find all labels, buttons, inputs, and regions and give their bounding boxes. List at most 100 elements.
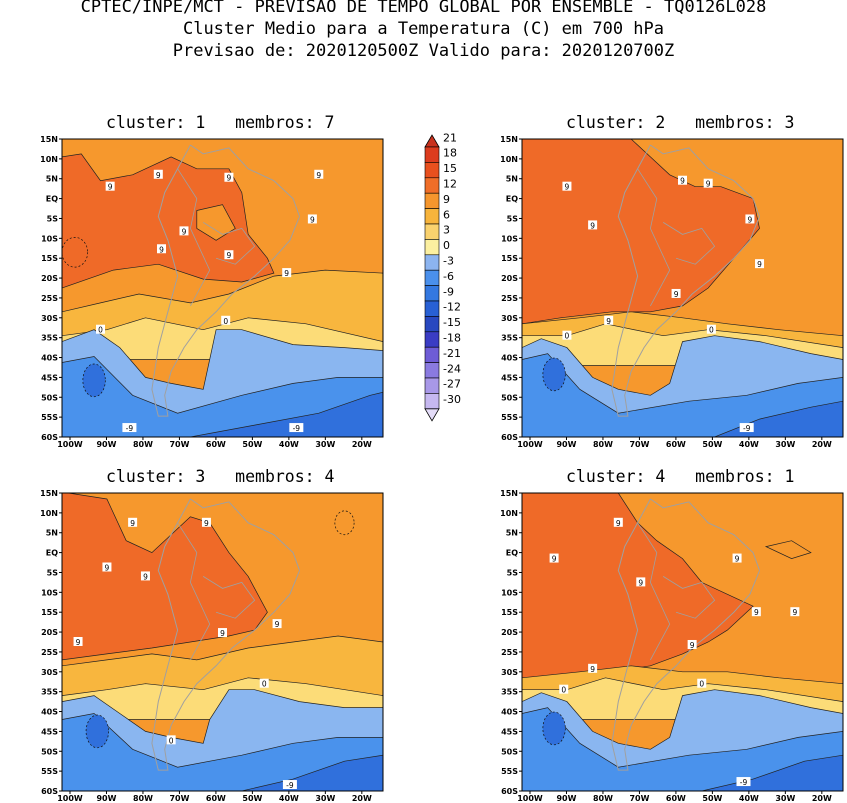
- lat-tick-label: 20S: [41, 274, 58, 283]
- colorbar-bottom-arrow: [424, 408, 440, 422]
- lat-tick-label: 10N: [500, 155, 518, 164]
- country-border: [202, 576, 256, 619]
- lon-tick-label: 30W: [775, 794, 795, 803]
- contour-label-box: [105, 181, 115, 191]
- lat-tick-label: 15N: [500, 135, 518, 144]
- contour-label: 9: [284, 269, 289, 278]
- contour-label: 0: [98, 326, 103, 335]
- contour-label-box: [562, 330, 572, 340]
- contour-label-box: [224, 250, 234, 260]
- lat-tick-label: 40S: [501, 354, 518, 363]
- contour-region: [542, 711, 566, 746]
- contour-label: -9: [286, 781, 294, 790]
- lat-tick-label: 60S: [501, 787, 518, 796]
- contour-label: 0: [169, 736, 174, 745]
- contour-label-box: [549, 553, 559, 563]
- colorbar-segment: [424, 362, 440, 379]
- colorbar: 21 18 15 12 9 6 3 0 -3 -6 -9 -12 -15 -18 -21 -24 -27 -30: [424, 131, 461, 422]
- lat-tick-label: 10N: [40, 509, 58, 518]
- contour-label-box: [282, 780, 297, 790]
- lon-tick-label: 100W: [57, 794, 83, 803]
- lat-tick-label: 15S: [501, 254, 518, 263]
- contour-label-box: [73, 637, 83, 646]
- country-border: [662, 576, 716, 619]
- contour-label: -9: [126, 424, 134, 433]
- temperature-field: [522, 139, 843, 437]
- colorbar-label: 21: [443, 131, 457, 144]
- lon-tick-label: 90W: [96, 440, 116, 449]
- contour-label: 9: [674, 290, 679, 299]
- country-border: [662, 222, 716, 265]
- lat-tick-label: 5N: [506, 529, 518, 538]
- contour-region: [522, 353, 843, 437]
- lon-tick-label: 60W: [206, 794, 226, 803]
- contour-label-box: [687, 639, 697, 649]
- lat-tick-label: 5S: [47, 214, 59, 223]
- contour-label: 0: [699, 680, 704, 689]
- contour-region: [764, 540, 812, 559]
- lon-tick-label: 70W: [629, 794, 649, 803]
- contour-label-box: [745, 214, 755, 224]
- contour-label: 9: [159, 245, 164, 254]
- colorbar-label: 6: [443, 208, 450, 221]
- lon-tick-label: 20W: [812, 794, 832, 803]
- colorbar-segment: [424, 285, 440, 302]
- lat-tick-label: 15S: [41, 254, 58, 263]
- contour-label-box: [122, 423, 137, 433]
- contour-label: 9: [275, 620, 280, 629]
- temperature-field: [62, 139, 383, 437]
- contour-label: 9: [130, 519, 135, 528]
- contour-label: 9: [227, 251, 232, 260]
- contour-label-box: [697, 678, 707, 688]
- colorbar-label: 0: [443, 239, 450, 252]
- lon-tick-label: 90W: [96, 794, 116, 803]
- lat-tick-label: 60S: [41, 787, 58, 796]
- contour-label: 9: [680, 177, 685, 186]
- colorbar-segment: [424, 300, 440, 317]
- lon-tick-label: 50W: [702, 794, 722, 803]
- colorbar-segment: [424, 208, 440, 225]
- lat-tick-label: 55S: [501, 767, 518, 776]
- lat-tick-label: 15N: [500, 489, 518, 498]
- lat-tick-label: 20S: [41, 628, 58, 637]
- colorbar-segment: [424, 223, 440, 240]
- contour-region: [62, 236, 89, 268]
- lon-tick-label: 40W: [279, 440, 299, 449]
- contour-label: 9: [310, 215, 315, 224]
- contour-label-box: [96, 324, 106, 334]
- contour-label-box: [102, 562, 112, 572]
- contour-label: 9: [108, 183, 113, 192]
- contour-label-box: [604, 315, 614, 325]
- colorbar-segment: [424, 177, 440, 194]
- lon-tick-label: 40W: [279, 794, 299, 803]
- colorbar-label: -21: [443, 347, 461, 360]
- contour-label: 9: [606, 317, 611, 326]
- contour-label-box: [157, 244, 167, 254]
- lat-tick-label: 35S: [41, 334, 58, 343]
- contour-label: 9: [76, 638, 81, 647]
- contour-region: [542, 357, 566, 392]
- lon-tick-label: 80W: [133, 794, 153, 803]
- country-border: [202, 222, 256, 265]
- lat-tick-label: 15S: [501, 608, 518, 617]
- figure-title-line-2: Cluster Medio para a Temperatura (C) em …: [182, 19, 665, 39]
- contour-label: 0: [561, 686, 566, 695]
- colorbar-label: -18: [443, 332, 461, 345]
- lat-tick-label: 30S: [501, 668, 518, 677]
- lon-tick-label: 20W: [352, 794, 372, 803]
- colorbar-segment: [424, 162, 440, 179]
- colorbar-segment: [424, 316, 440, 333]
- lat-tick-label: 10S: [501, 234, 518, 243]
- contour-label: 9: [156, 171, 161, 180]
- colorbar-label: -27: [443, 378, 461, 391]
- coastline: [611, 498, 761, 771]
- contour-region: [196, 204, 236, 241]
- colorbar-segment: [424, 346, 440, 363]
- lon-tick-label: 100W: [57, 440, 83, 449]
- lon-tick-label: 60W: [666, 794, 686, 803]
- contour-label: 9: [590, 221, 595, 230]
- country-border: [637, 522, 671, 661]
- colorbar-label: -12: [443, 301, 461, 314]
- contour-label-box: [588, 663, 598, 673]
